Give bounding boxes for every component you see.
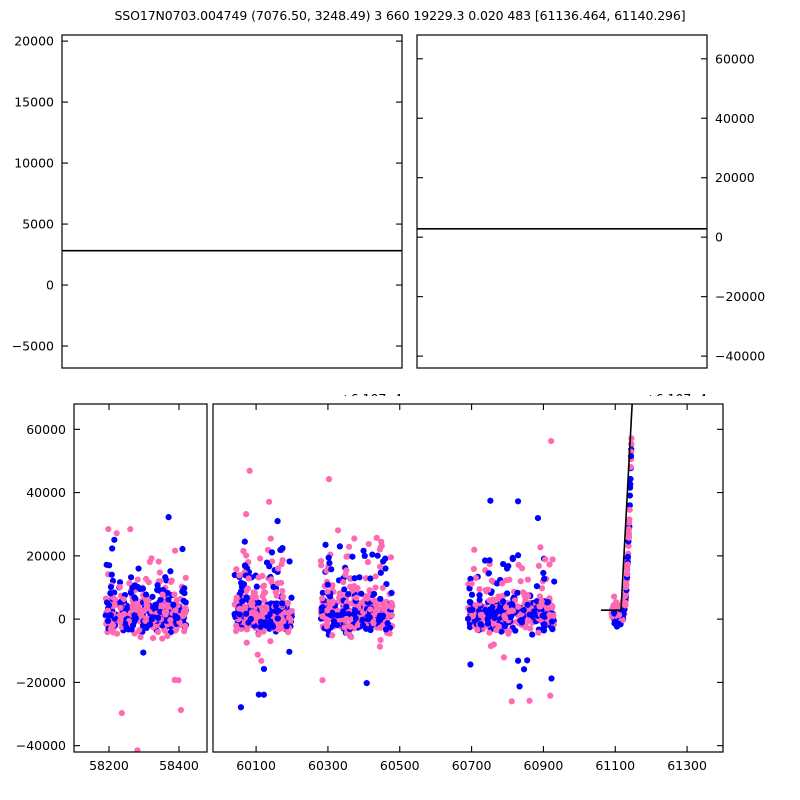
panel-top-right: −40000−200000200004000060000102030405060… [404,24,800,396]
svg-text:−40000: −40000 [715,349,765,364]
svg-text:60000: 60000 [26,422,66,437]
svg-text:40000: 40000 [26,485,66,500]
svg-text:60500: 60500 [380,758,420,773]
svg-text:+6.107e4: +6.107e4 [340,391,402,396]
svg-text:0: 0 [58,612,66,627]
svg-text:20000: 20000 [14,34,54,49]
svg-text:61300: 61300 [667,758,707,773]
svg-text:−5000: −5000 [12,339,54,354]
panel-bottom-canvas: −40000 −20000 0 20000 40000 60000 58200 58400 60… [16,403,724,773]
panel-top-left-canvas: −50000500010000150002000010203040506070+… [12,34,403,396]
figure-title: SSO17N0703.004749 (7076.50, 3248.49) 3 6… [114,8,686,23]
svg-text:−40000: −40000 [16,738,66,753]
svg-text:58200: 58200 [89,758,129,773]
svg-text:5000: 5000 [22,217,54,232]
panel-top-right-canvas: −40000−200000200004000060000102030405060… [416,34,765,396]
svg-text:−20000: −20000 [715,289,765,304]
svg-text:0: 0 [46,278,54,293]
svg-text:0: 0 [715,230,723,245]
svg-text:60000: 60000 [715,51,755,66]
svg-text:15000: 15000 [14,95,54,110]
svg-text:20000: 20000 [26,548,66,563]
panel-top-left: −50000500010000150002000010203040506070+… [0,24,404,396]
svg-text:10000: 10000 [14,156,54,171]
svg-text:20000: 20000 [715,170,755,185]
svg-text:+6.107e4: +6.107e4 [645,391,707,396]
panel-bottom: −40000 −20000 0 20000 40000 60000 58200 58400 60… [0,396,800,800]
svg-text:60100: 60100 [236,758,276,773]
svg-text:60900: 60900 [524,758,564,773]
svg-text:60300: 60300 [308,758,348,773]
svg-text:40000: 40000 [715,111,755,126]
svg-text:60700: 60700 [452,758,492,773]
svg-text:−20000: −20000 [16,675,66,690]
svg-text:61100: 61100 [595,758,635,773]
svg-text:58400: 58400 [159,758,199,773]
